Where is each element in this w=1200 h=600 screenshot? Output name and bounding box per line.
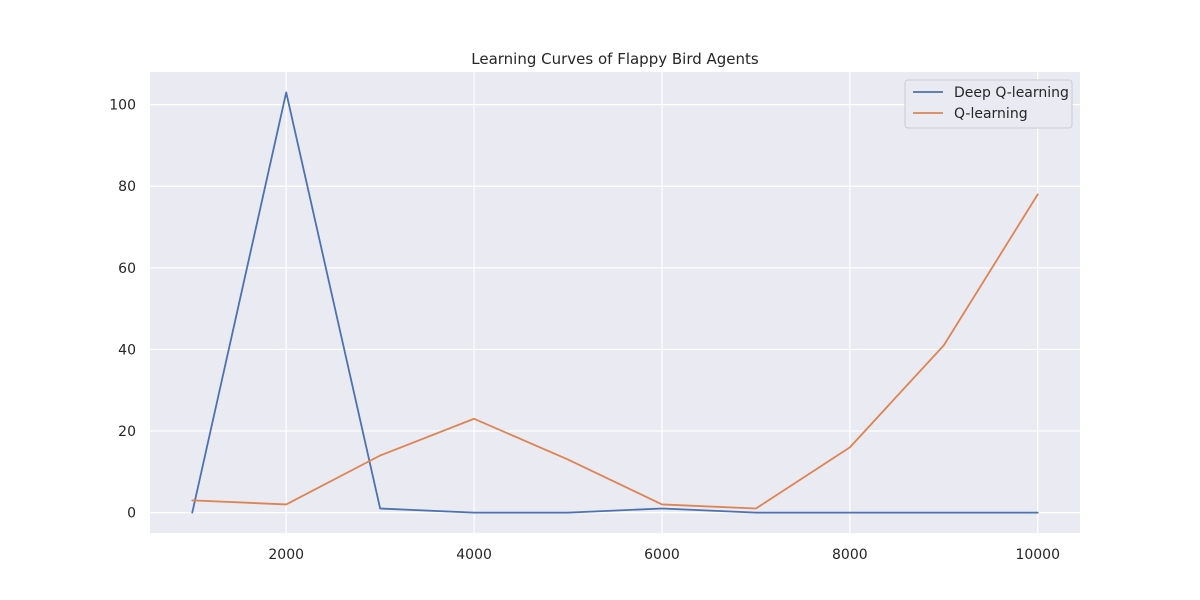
y-tick-label: 0 <box>127 506 136 522</box>
series-line-deep-q-learning <box>191 91 1039 514</box>
legend-label-deep-q-learning: Deep Q-learning <box>954 85 1069 101</box>
x-tick-label: 2000 <box>268 547 304 563</box>
y-tick-label: 80 <box>118 179 136 195</box>
legend-label-q-learning: Q-learning <box>954 106 1028 122</box>
x-axis-ticks: 2000 4000 6000 8000 10000 <box>268 547 1060 563</box>
x-tick-label: 4000 <box>456 547 492 563</box>
legend: Deep Q-learning Q-learning <box>904 79 1073 129</box>
chart-title: Learning Curves of Flappy Bird Agents <box>471 50 759 68</box>
plot-area <box>150 72 1080 533</box>
legend-box <box>904 79 1073 129</box>
series-lines <box>191 91 1039 514</box>
y-axis-ticks: 0 20 40 60 80 100 <box>109 98 136 522</box>
x-tick-label: 8000 <box>832 547 868 563</box>
x-tick-label: 6000 <box>644 547 680 563</box>
y-tick-label: 20 <box>118 424 136 440</box>
y-tick-label: 100 <box>109 98 136 114</box>
y-tick-label: 60 <box>118 261 136 277</box>
x-tick-label: 10000 <box>1015 547 1060 563</box>
y-tick-label: 40 <box>118 342 136 358</box>
series-line-q-learning <box>191 193 1039 510</box>
